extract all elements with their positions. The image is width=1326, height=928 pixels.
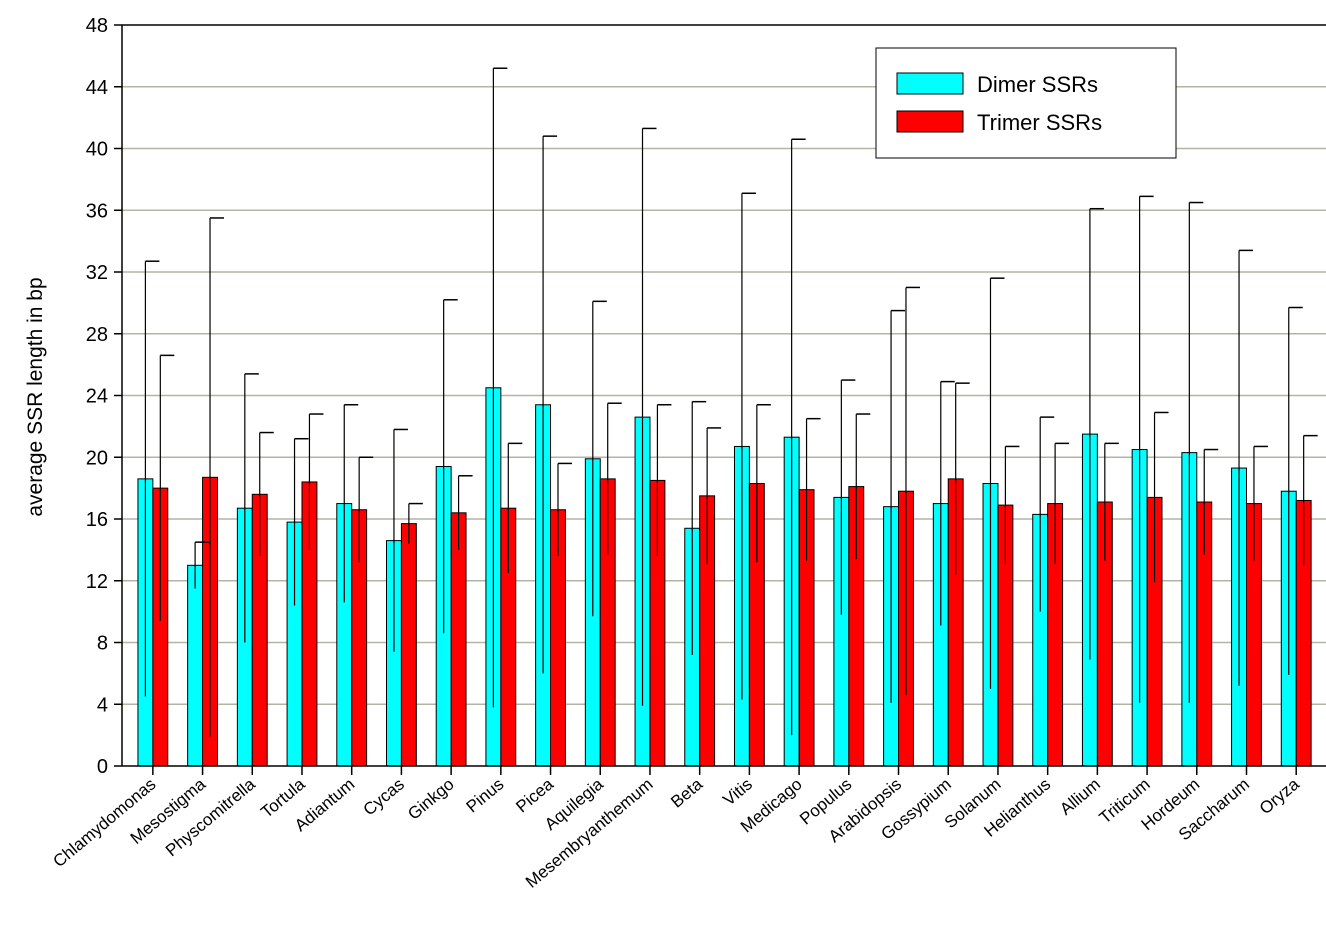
y-tick-label: 32 [86,262,108,284]
y-tick-label: 40 [86,139,108,161]
x-tick-label: Cycas [360,775,408,820]
x-tick-label: Physcomitrella [162,774,259,860]
bars [137,387,1312,767]
x-tick-label: Pinus [463,775,508,817]
x-tick-label: Beta [667,774,706,811]
legend-swatch-trimer [896,110,964,133]
error-bars [144,67,1318,737]
y-tick-label: 24 [86,386,108,408]
legend-label-trimer: Trimer SSRs [977,110,1102,135]
y-tick-label: 48 [86,15,108,37]
y-tick-label: 0 [97,756,108,778]
y-axis-title: average SSR length in bp [24,277,47,516]
y-tick-label: 44 [86,77,108,99]
legend-box [875,47,1177,159]
y-tick-label: 8 [97,633,108,655]
legend-swatch-dimer [896,72,964,95]
bar-dimer [187,564,204,767]
x-tick-label: Oryza [1256,774,1303,818]
y-tick-label: 12 [86,571,108,593]
legend-label-dimer: Dimer SSRs [977,72,1098,97]
y-tick-label: 16 [86,509,108,531]
y-tick-label: 4 [97,694,108,716]
y-tick-label: 36 [86,200,108,222]
x-axis-labels: ChlamydomonasMesostigmaPhyscomitrellaTor… [49,766,1303,892]
y-tick-label: 20 [86,447,108,469]
x-tick-label: Vitis [719,775,756,810]
bar-trimer [400,523,417,767]
legend: Dimer SSRs Trimer SSRs [875,47,1177,159]
bar-trimer [450,512,467,767]
y-tick-label: 28 [86,324,108,346]
x-tick-label: Ginkgo [404,775,457,824]
